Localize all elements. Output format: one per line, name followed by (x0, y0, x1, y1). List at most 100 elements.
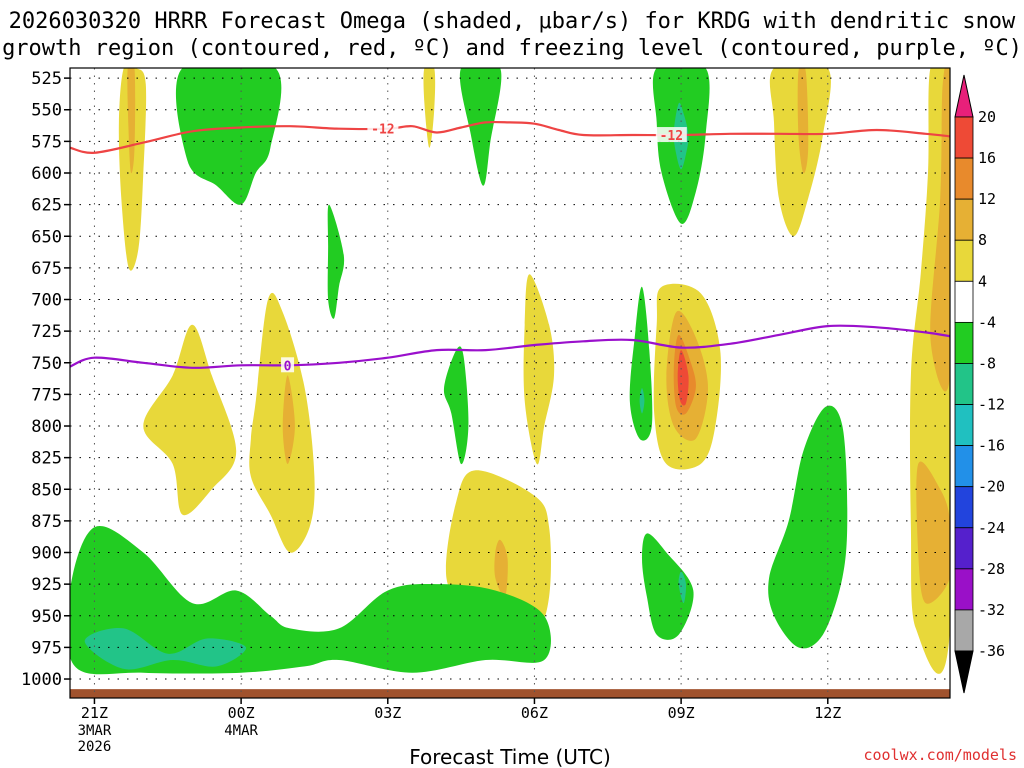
omega-region-15 (143, 324, 237, 516)
omega-region-16 (443, 346, 469, 465)
y-tick-label-575: 575 (31, 132, 62, 152)
y-tick-label-600: 600 (31, 164, 62, 184)
omega-region-2 (175, 68, 282, 205)
y-tick-label-1000: 1000 (21, 670, 62, 690)
contour-label-0-0: -12 (371, 123, 394, 138)
colorbar-top-arrow (954, 74, 974, 118)
y-tick-label-700: 700 (31, 291, 62, 311)
colorbar-label-12: -32 (978, 601, 1005, 619)
colorbar-label-3: 8 (978, 231, 987, 249)
contour-label-0-1: -12 (660, 129, 683, 144)
colorbar-bottom-arrow (954, 650, 974, 694)
plot-frame (69, 67, 951, 699)
omega-region-17 (523, 274, 555, 465)
chart-title: 2026030320 HRRR Forecast Omega (shaded, … (2, 9, 1022, 61)
omega-region-26 (494, 539, 508, 598)
omega-region-14 (282, 375, 295, 464)
y-tick-label-800: 800 (31, 417, 62, 437)
omega-region-9 (797, 68, 809, 174)
x-tick-label-03Z: 03Z (374, 704, 401, 722)
colorbar-label-4: 4 (978, 272, 987, 290)
colorbar-label-5: -4 (978, 313, 996, 331)
contour-label-1-0: 0 (284, 359, 292, 374)
credit-link[interactable]: coolwx.com/models (863, 746, 1017, 764)
x-tick-label-12Z: 12Z (814, 704, 841, 722)
x-tick-label-21Z: 21Z (81, 704, 108, 722)
colorbar-bin-1 (954, 116, 974, 159)
colorbar-bin-4 (954, 239, 974, 282)
gridlines (70, 68, 950, 698)
colorbar-bin-6 (954, 321, 974, 364)
y-tick-label-925: 925 (31, 575, 62, 595)
omega-region-27 (642, 533, 694, 640)
contours (70, 120, 950, 369)
contour-label-bg-0-1 (655, 127, 687, 143)
y-tick-label-625: 625 (31, 196, 62, 216)
colorbar-bin-10 (954, 486, 974, 529)
omega-region-23 (677, 350, 689, 406)
y-tick-label-950: 950 (31, 607, 62, 627)
y-tick-label-850: 850 (31, 480, 62, 500)
colorbar-bin-13 (954, 609, 974, 652)
omega-region-3 (423, 68, 436, 148)
omega-region-18 (629, 286, 653, 441)
chart-title-line-1: 2026030320 HRRR Forecast Omega (shaded, … (9, 9, 1016, 34)
colorbar-label-1: 16 (978, 149, 996, 167)
omega-region-5 (327, 204, 345, 319)
contour-label-bg-0-0 (367, 120, 399, 136)
omega-region-13 (249, 292, 315, 553)
y-tick-label-750: 750 (31, 354, 62, 374)
y-tick-label-550: 550 (31, 101, 62, 121)
y-tick-label-975: 975 (31, 638, 62, 658)
colorbar-label-13: -36 (978, 642, 1005, 660)
colorbar-label-2: 12 (978, 190, 996, 208)
y-tick-label-525: 525 (31, 69, 62, 89)
omega-shading (70, 68, 950, 675)
x-tick-label-00Z: 00Z (228, 704, 255, 722)
contour-label-bg-1-0 (281, 357, 295, 373)
x-tick-sublabel-00Z-0: 4MAR (224, 723, 258, 739)
colorbar: 20 16 12 8 4 -4 -8 -12 -16 -20 -24 -28 -32 -36 (954, 74, 1005, 694)
y-tick-label-675: 675 (31, 259, 62, 279)
contour-line-1 (70, 324, 950, 369)
omega-region-28 (678, 571, 687, 604)
y-tick-label-900: 900 (31, 544, 62, 564)
contour-line-0 (70, 120, 950, 154)
omega-region-29 (70, 525, 551, 675)
y-tick-label-875: 875 (31, 512, 62, 532)
colorbar-label-8: -16 (978, 437, 1005, 455)
colorbar-bin-8 (954, 404, 974, 447)
colorbar-label-0: 20 (978, 108, 996, 126)
x-axis-title: Forecast Time (UTC) (409, 745, 611, 768)
colorbar-bin-5 (954, 280, 974, 323)
colorbar-label-7: -12 (978, 396, 1005, 414)
x-tick-sublabel-21Z-0: 3MAR (78, 723, 112, 739)
x-tick-label-09Z: 09Z (668, 704, 695, 722)
colorbar-bin-3 (954, 198, 974, 241)
colorbar-label-11: -28 (978, 560, 1005, 578)
y-tick-label-825: 825 (31, 449, 62, 469)
colorbar-label-6: -8 (978, 354, 996, 372)
y-axis: 525 550 575 600 625 650 675 700 725 750 775 800 825 8… (21, 69, 70, 690)
omega-region-12 (916, 461, 950, 604)
colorbar-label-9: -20 (978, 478, 1005, 496)
omega-region-11 (930, 68, 950, 392)
omega-region-30 (84, 628, 247, 670)
colorbar-bin-11 (954, 527, 974, 570)
x-tick-sublabel-21Z-1: 2026 (78, 739, 112, 755)
x-tick-label-06Z: 06Z (521, 704, 548, 722)
colorbar-bin-7 (954, 363, 974, 405)
y-tick-label-725: 725 (31, 322, 62, 342)
y-tick-label-650: 650 (31, 227, 62, 247)
omega-region-24 (768, 405, 848, 649)
colorbar-bin-12 (954, 568, 974, 611)
ground-band (70, 689, 950, 698)
colorbar-bin-9 (954, 445, 974, 488)
y-tick-label-775: 775 (31, 385, 62, 405)
chart-title-line-2: growth region (contoured, red, ºC) and f… (2, 36, 1022, 61)
colorbar-label-10: -24 (978, 519, 1005, 537)
colorbar-bin-2 (954, 157, 974, 200)
plot-area: -12 -12 0 525 550 575 600 625 650 675 700 725 750 775… (21, 67, 951, 755)
